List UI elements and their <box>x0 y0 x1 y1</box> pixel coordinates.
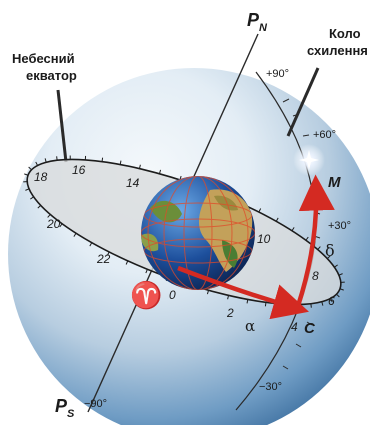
equator-tick <box>44 158 47 163</box>
declination-mark-plus30: +30° <box>328 220 351 232</box>
point-c-label: C <box>304 320 316 337</box>
declination-mark-plus60: +60° <box>313 129 336 141</box>
alpha-label: α <box>245 317 255 335</box>
equator-tick <box>25 188 30 191</box>
declination-circle-pointer <box>286 67 320 137</box>
declination-mark-minus90: −90° <box>84 398 107 410</box>
equator-tick <box>258 208 262 213</box>
equator-tick <box>339 288 344 291</box>
hour-mark-0: 0 <box>169 288 176 302</box>
equator-tick <box>246 299 249 304</box>
equator-tick <box>159 169 162 174</box>
equator-tick <box>30 196 34 200</box>
equator-tick <box>125 260 129 265</box>
south-pole-label: PS <box>55 396 75 420</box>
equator-tick <box>275 217 279 222</box>
equator-tick <box>138 164 141 169</box>
equator-tick <box>336 293 340 298</box>
earth <box>141 176 255 290</box>
hour-mark-8: 8 <box>312 269 319 283</box>
hour-mark-6: 6 <box>328 294 335 308</box>
declination-circle-caption-line1: Коло <box>329 26 361 41</box>
equator-tick <box>317 246 321 250</box>
equator-tick <box>37 205 42 209</box>
hour-mark-4: 4 <box>291 320 298 334</box>
hour-mark-22: 22 <box>96 252 111 266</box>
declination-mark-plus90: +90° <box>266 68 289 80</box>
hour-mark-14: 14 <box>126 176 140 190</box>
vernal-equinox-symbol: ♈ <box>130 280 162 311</box>
star-m-label: M <box>328 174 341 191</box>
equator-tick <box>291 227 295 232</box>
delta-label: δ <box>325 241 335 260</box>
hour-mark-16: 16 <box>72 163 86 177</box>
hour-mark-10: 10 <box>257 232 271 246</box>
equator-tick <box>334 264 338 268</box>
celestial-equator-caption-line2: екватор <box>26 68 77 83</box>
hour-mark-20: 20 <box>46 217 61 231</box>
equator-tick <box>59 223 63 228</box>
equator-tick <box>101 157 104 162</box>
declination-arrow <box>295 174 335 307</box>
star-m <box>293 144 325 176</box>
equator-tick <box>24 173 29 176</box>
hour-mark-18: 18 <box>34 170 48 184</box>
equator-tick <box>73 232 77 237</box>
right-ascension-arrow <box>177 265 309 320</box>
equator-tick <box>47 214 51 218</box>
equator-tick <box>106 251 110 256</box>
equator-tick <box>119 160 122 165</box>
equator-tick <box>145 269 148 274</box>
declination-mark-minus30: −30° <box>259 381 282 393</box>
equator-tick <box>321 301 324 306</box>
equator-tick <box>227 295 230 300</box>
equator-tick <box>35 161 39 166</box>
equator-tick <box>206 290 209 295</box>
equator-tick <box>329 298 333 303</box>
equator-tick <box>338 273 343 276</box>
celestial-equator-pointer <box>56 89 68 163</box>
equator-tick <box>89 242 93 247</box>
declination-circle-caption-line2: схилення <box>307 43 368 58</box>
celestial-equator-caption-line1: Небесний <box>12 51 75 66</box>
equator-tick <box>305 236 309 241</box>
north-pole-label: PN <box>247 10 268 34</box>
hour-mark-2: 2 <box>226 306 234 320</box>
equator-tick <box>28 166 32 171</box>
equator-tick <box>326 255 331 259</box>
equator-tick <box>264 302 267 307</box>
